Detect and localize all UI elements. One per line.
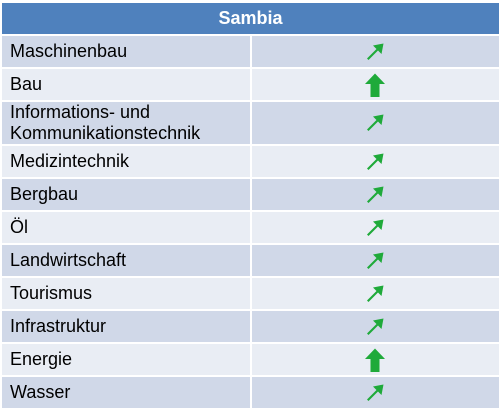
table-row: Energie — [2, 342, 499, 376]
sector-label: Bergbau — [2, 177, 252, 211]
arrow-up-icon — [362, 72, 388, 98]
arrow-up-right-icon — [362, 110, 388, 136]
trend-cell — [250, 243, 499, 277]
sector-label: Energie — [2, 342, 252, 376]
trend-cell — [250, 177, 499, 211]
table-row: Öl — [2, 210, 499, 244]
table-title: Sambia — [2, 3, 499, 36]
trend-cell — [250, 210, 499, 244]
arrow-up-right-icon — [362, 39, 388, 65]
trend-cell — [250, 34, 499, 68]
sector-label: Infrastruktur — [2, 309, 252, 343]
sector-trend-table: Sambia Maschinenbau Bau Informations- und … — [2, 3, 499, 408]
table-row: Bau — [2, 67, 499, 101]
table-row: Landwirtschaft — [2, 243, 499, 277]
sector-label: Landwirtschaft — [2, 243, 252, 277]
table-row: Maschinenbau — [2, 34, 499, 68]
arrow-up-right-icon — [362, 248, 388, 274]
arrow-up-right-icon — [362, 314, 388, 340]
trend-cell — [250, 67, 499, 101]
arrow-up-right-icon — [362, 149, 388, 175]
trend-cell — [250, 309, 499, 343]
trend-cell — [250, 100, 499, 145]
table-header-row: Sambia — [2, 3, 499, 36]
arrow-up-right-icon — [362, 281, 388, 307]
sector-label: Wasser — [2, 375, 252, 408]
arrow-up-icon — [362, 347, 388, 373]
table-row: Wasser — [2, 375, 499, 408]
table-body: Maschinenbau Bau Informations- und Kommuni… — [2, 34, 499, 408]
arrow-up-right-icon — [362, 182, 388, 208]
sector-label: Öl — [2, 210, 252, 244]
trend-cell — [250, 144, 499, 178]
table-row: Medizintechnik — [2, 144, 499, 178]
table-row: Bergbau — [2, 177, 499, 211]
trend-cell — [250, 276, 499, 310]
table-row: Tourismus — [2, 276, 499, 310]
table-row: Infrastruktur — [2, 309, 499, 343]
sector-label: Bau — [2, 67, 252, 101]
sector-label: Informations- und Kommunikationstechnik — [2, 100, 252, 145]
sector-label: Medizintechnik — [2, 144, 252, 178]
arrow-up-right-icon — [362, 380, 388, 406]
sector-label: Tourismus — [2, 276, 252, 310]
sector-label: Maschinenbau — [2, 34, 252, 68]
table-row: Informations- und Kommunikationstechnik — [2, 100, 499, 145]
trend-cell — [250, 375, 499, 408]
arrow-up-right-icon — [362, 215, 388, 241]
sector-trend-table-container: Sambia Maschinenbau Bau Informations- und … — [2, 3, 499, 408]
trend-cell — [250, 342, 499, 376]
